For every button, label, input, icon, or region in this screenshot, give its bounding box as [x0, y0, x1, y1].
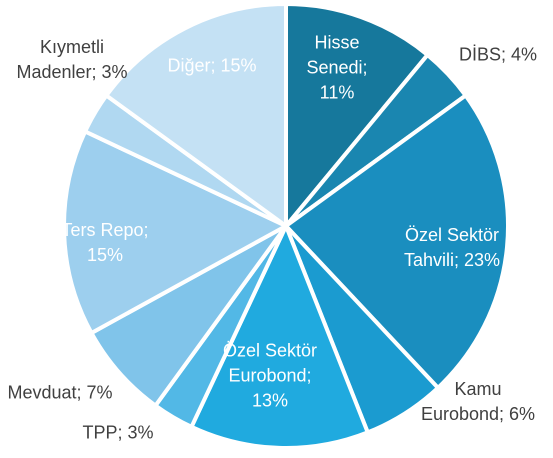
- data-label: Kıymetli Madenler; 3%: [12, 35, 132, 85]
- category-label: TPP;: [82, 422, 123, 443]
- data-label: Hisse Senedi; 11%: [292, 31, 382, 106]
- pie-slice: [62, 129, 288, 335]
- data-label: TPP; 3%: [63, 421, 173, 446]
- pie-slice: [284, 93, 510, 390]
- category-label: Kıymetli Madenler;: [16, 37, 104, 82]
- category-label: Diğer;: [167, 55, 216, 76]
- category-label: Özel Sektör Eurobond;: [222, 340, 318, 386]
- value-label: 6%: [509, 404, 536, 424]
- category-label: Kamu Eurobond;: [420, 379, 505, 424]
- data-label: Ters Repo; 15%: [60, 218, 150, 268]
- data-label: Kamu Eurobond; 6%: [418, 377, 538, 427]
- value-label: 3%: [101, 62, 128, 82]
- data-label: Özel Sektör Eurobond; 13%: [215, 339, 325, 414]
- category-label: Hisse Senedi;: [306, 32, 368, 78]
- pie-slice: [189, 224, 370, 450]
- data-label: Diğer; 15%: [167, 54, 257, 79]
- data-label: Mevduat; 7%: [5, 381, 115, 406]
- category-label: Ters Repo;: [61, 220, 149, 240]
- value-label: 7%: [86, 382, 113, 403]
- pie-slice: [284, 2, 430, 228]
- value-label: 4%: [511, 44, 538, 65]
- data-label: DİBS; 4%: [443, 43, 553, 68]
- pie-slice: [104, 2, 288, 228]
- category-label: DİBS;: [458, 44, 506, 65]
- value-label: 11%: [319, 82, 355, 103]
- value-label: 23%: [464, 250, 501, 270]
- value-label: 13%: [251, 390, 289, 411]
- value-label: 15%: [220, 55, 257, 76]
- value-label: 15%: [86, 245, 124, 265]
- category-label: Mevduat;: [7, 382, 82, 403]
- category-label: Özel Sektör Tahvili;: [403, 225, 500, 270]
- value-label: 3%: [127, 422, 154, 443]
- data-label: Özel Sektör Tahvili; 23%: [402, 223, 502, 273]
